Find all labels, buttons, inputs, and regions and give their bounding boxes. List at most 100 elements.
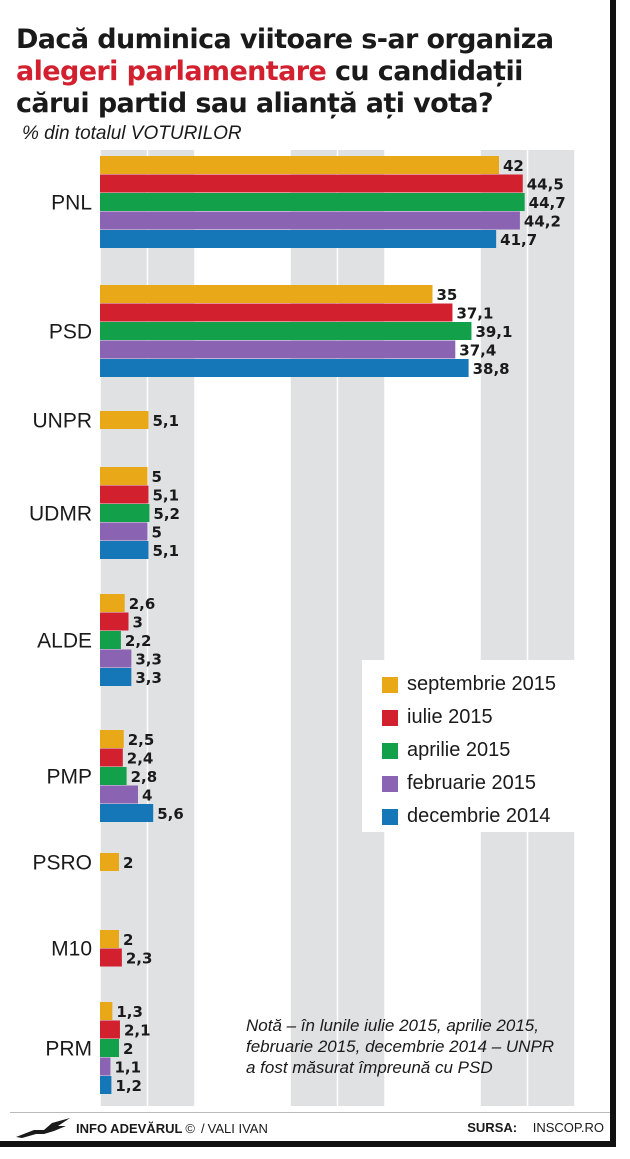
bar — [100, 156, 499, 174]
eagle-icon — [16, 1118, 70, 1138]
copyright-sign: © — [185, 1120, 195, 1136]
data-label: 5,1 — [152, 412, 179, 430]
bar — [100, 230, 497, 248]
bar — [100, 804, 154, 822]
category-label: ALDE — [37, 629, 92, 652]
data-label: 3,3 — [135, 669, 162, 687]
bar — [100, 649, 132, 668]
data-label: 37,4 — [459, 342, 496, 360]
legend-swatch — [382, 676, 398, 693]
bar — [100, 541, 149, 559]
legend: septembrie 2015 iulie 2015 aprilie 2015 … — [362, 660, 592, 832]
bar — [100, 930, 119, 948]
bar — [100, 303, 453, 322]
bar — [100, 504, 150, 522]
bar — [100, 853, 119, 871]
category-label: PSRO — [32, 851, 92, 874]
brand-name: INFO ADEVĂRUL — [76, 1120, 183, 1136]
data-label: 4 — [142, 787, 152, 805]
bar — [100, 612, 129, 631]
title-line-1: Dacă duminica viitoare s-ar organiza — [16, 24, 554, 55]
legend-item-iulie-2015: iulie 2015 — [382, 701, 592, 734]
legend-item-decembrie-2014: decembrie 2014 — [382, 800, 592, 833]
footer-credit: INFO ADEVĂRUL © / VALI IVAN — [14, 1117, 268, 1139]
credit-separator: / — [201, 1120, 205, 1136]
category-label: M10 — [51, 938, 92, 961]
data-label: 38,8 — [473, 360, 510, 378]
title-line-3: cărui partid sau alianță ați vota? — [16, 88, 494, 119]
infographic: Dacă duminica viitoare s-ar organiza ale… — [0, 0, 616, 1147]
data-label: 1,2 — [115, 1077, 142, 1095]
bar — [100, 631, 121, 649]
legend-item-aprilie-2015: aprilie 2015 — [382, 734, 592, 767]
legend-label: decembrie 2014 — [407, 805, 551, 827]
data-label: 1,3 — [116, 1003, 143, 1021]
data-label: 2 — [123, 931, 133, 949]
data-label: 35 — [437, 286, 458, 304]
data-label: 5 — [152, 524, 162, 542]
bar — [100, 522, 148, 541]
bar — [100, 211, 520, 230]
bar — [100, 1020, 120, 1039]
data-label: 2 — [123, 854, 133, 872]
data-label: 5,1 — [152, 487, 179, 505]
bar — [100, 467, 148, 485]
note-line-3: a fost măsurat împreună cu PSD — [246, 1058, 493, 1077]
bar — [100, 322, 472, 340]
data-label: 42 — [503, 157, 524, 175]
data-label: 2,3 — [126, 950, 153, 968]
footer: INFO ADEVĂRUL © / VALI IVAN SURSA: INSCO… — [10, 1112, 610, 1141]
data-label: 44,7 — [529, 194, 566, 212]
author-name: VALI IVAN — [207, 1120, 268, 1136]
legend-label: februarie 2015 — [407, 772, 536, 794]
bar — [100, 1076, 112, 1094]
data-label: 2,1 — [124, 1022, 151, 1040]
data-label: 39,1 — [475, 323, 512, 341]
legend-swatch — [382, 808, 398, 825]
category-label: UNPR — [32, 409, 92, 432]
data-label: 5 — [152, 468, 162, 486]
data-label: 1,1 — [114, 1059, 141, 1077]
data-label: 2,5 — [128, 731, 155, 749]
data-label: 2,2 — [125, 632, 152, 650]
bar — [100, 1002, 113, 1020]
title-accent: alegeri parlamentare — [16, 56, 327, 87]
legend-item-septembrie-2015: septembrie 2015 — [382, 668, 592, 701]
data-label: 2,6 — [129, 595, 156, 613]
category-label: UDMR — [29, 502, 92, 525]
legend-label: aprilie 2015 — [407, 739, 511, 761]
data-label: 5,6 — [157, 805, 184, 823]
bar — [100, 1057, 111, 1076]
bar — [100, 730, 124, 748]
data-label: 44,5 — [527, 176, 564, 194]
category-label: PRM — [45, 1037, 92, 1060]
category-label: PSD — [49, 320, 92, 343]
title-line-2-rest: cu candidații — [326, 56, 523, 87]
title-line-2: alegeri parlamentare cu candidații — [16, 56, 610, 88]
data-label: 41,7 — [500, 231, 537, 249]
bar — [100, 485, 149, 504]
legend-swatch — [382, 775, 398, 792]
bar — [100, 594, 125, 612]
chart-title: Dacă duminica viitoare s-ar organiza ale… — [16, 24, 610, 120]
chart-note: Notă – în lunile iulie 2015, aprilie 201… — [246, 1015, 606, 1078]
legend-item-februarie-2015: februarie 2015 — [382, 767, 592, 800]
bar — [100, 340, 456, 359]
source-label: SURSA: — [467, 1120, 518, 1135]
source-name: INSCOP.RO — [532, 1120, 604, 1135]
data-label: 5,2 — [153, 505, 180, 523]
data-label: 2 — [123, 1040, 133, 1058]
bar — [100, 785, 138, 804]
bar — [100, 359, 469, 377]
bar-chart: PNL4244,544,744,241,7PSD3537,139,137,438… — [29, 150, 576, 1106]
bar — [100, 174, 523, 193]
legend-swatch — [382, 742, 398, 759]
data-label: 5,1 — [152, 542, 179, 560]
bar — [100, 767, 127, 785]
note-line-1: Notă – în lunile iulie 2015, aprilie 201… — [246, 1016, 539, 1035]
bar — [100, 948, 122, 967]
bar — [100, 285, 433, 303]
data-label: 2,8 — [131, 768, 158, 786]
data-label: 3,3 — [135, 651, 162, 669]
category-label: PNL — [51, 191, 92, 214]
